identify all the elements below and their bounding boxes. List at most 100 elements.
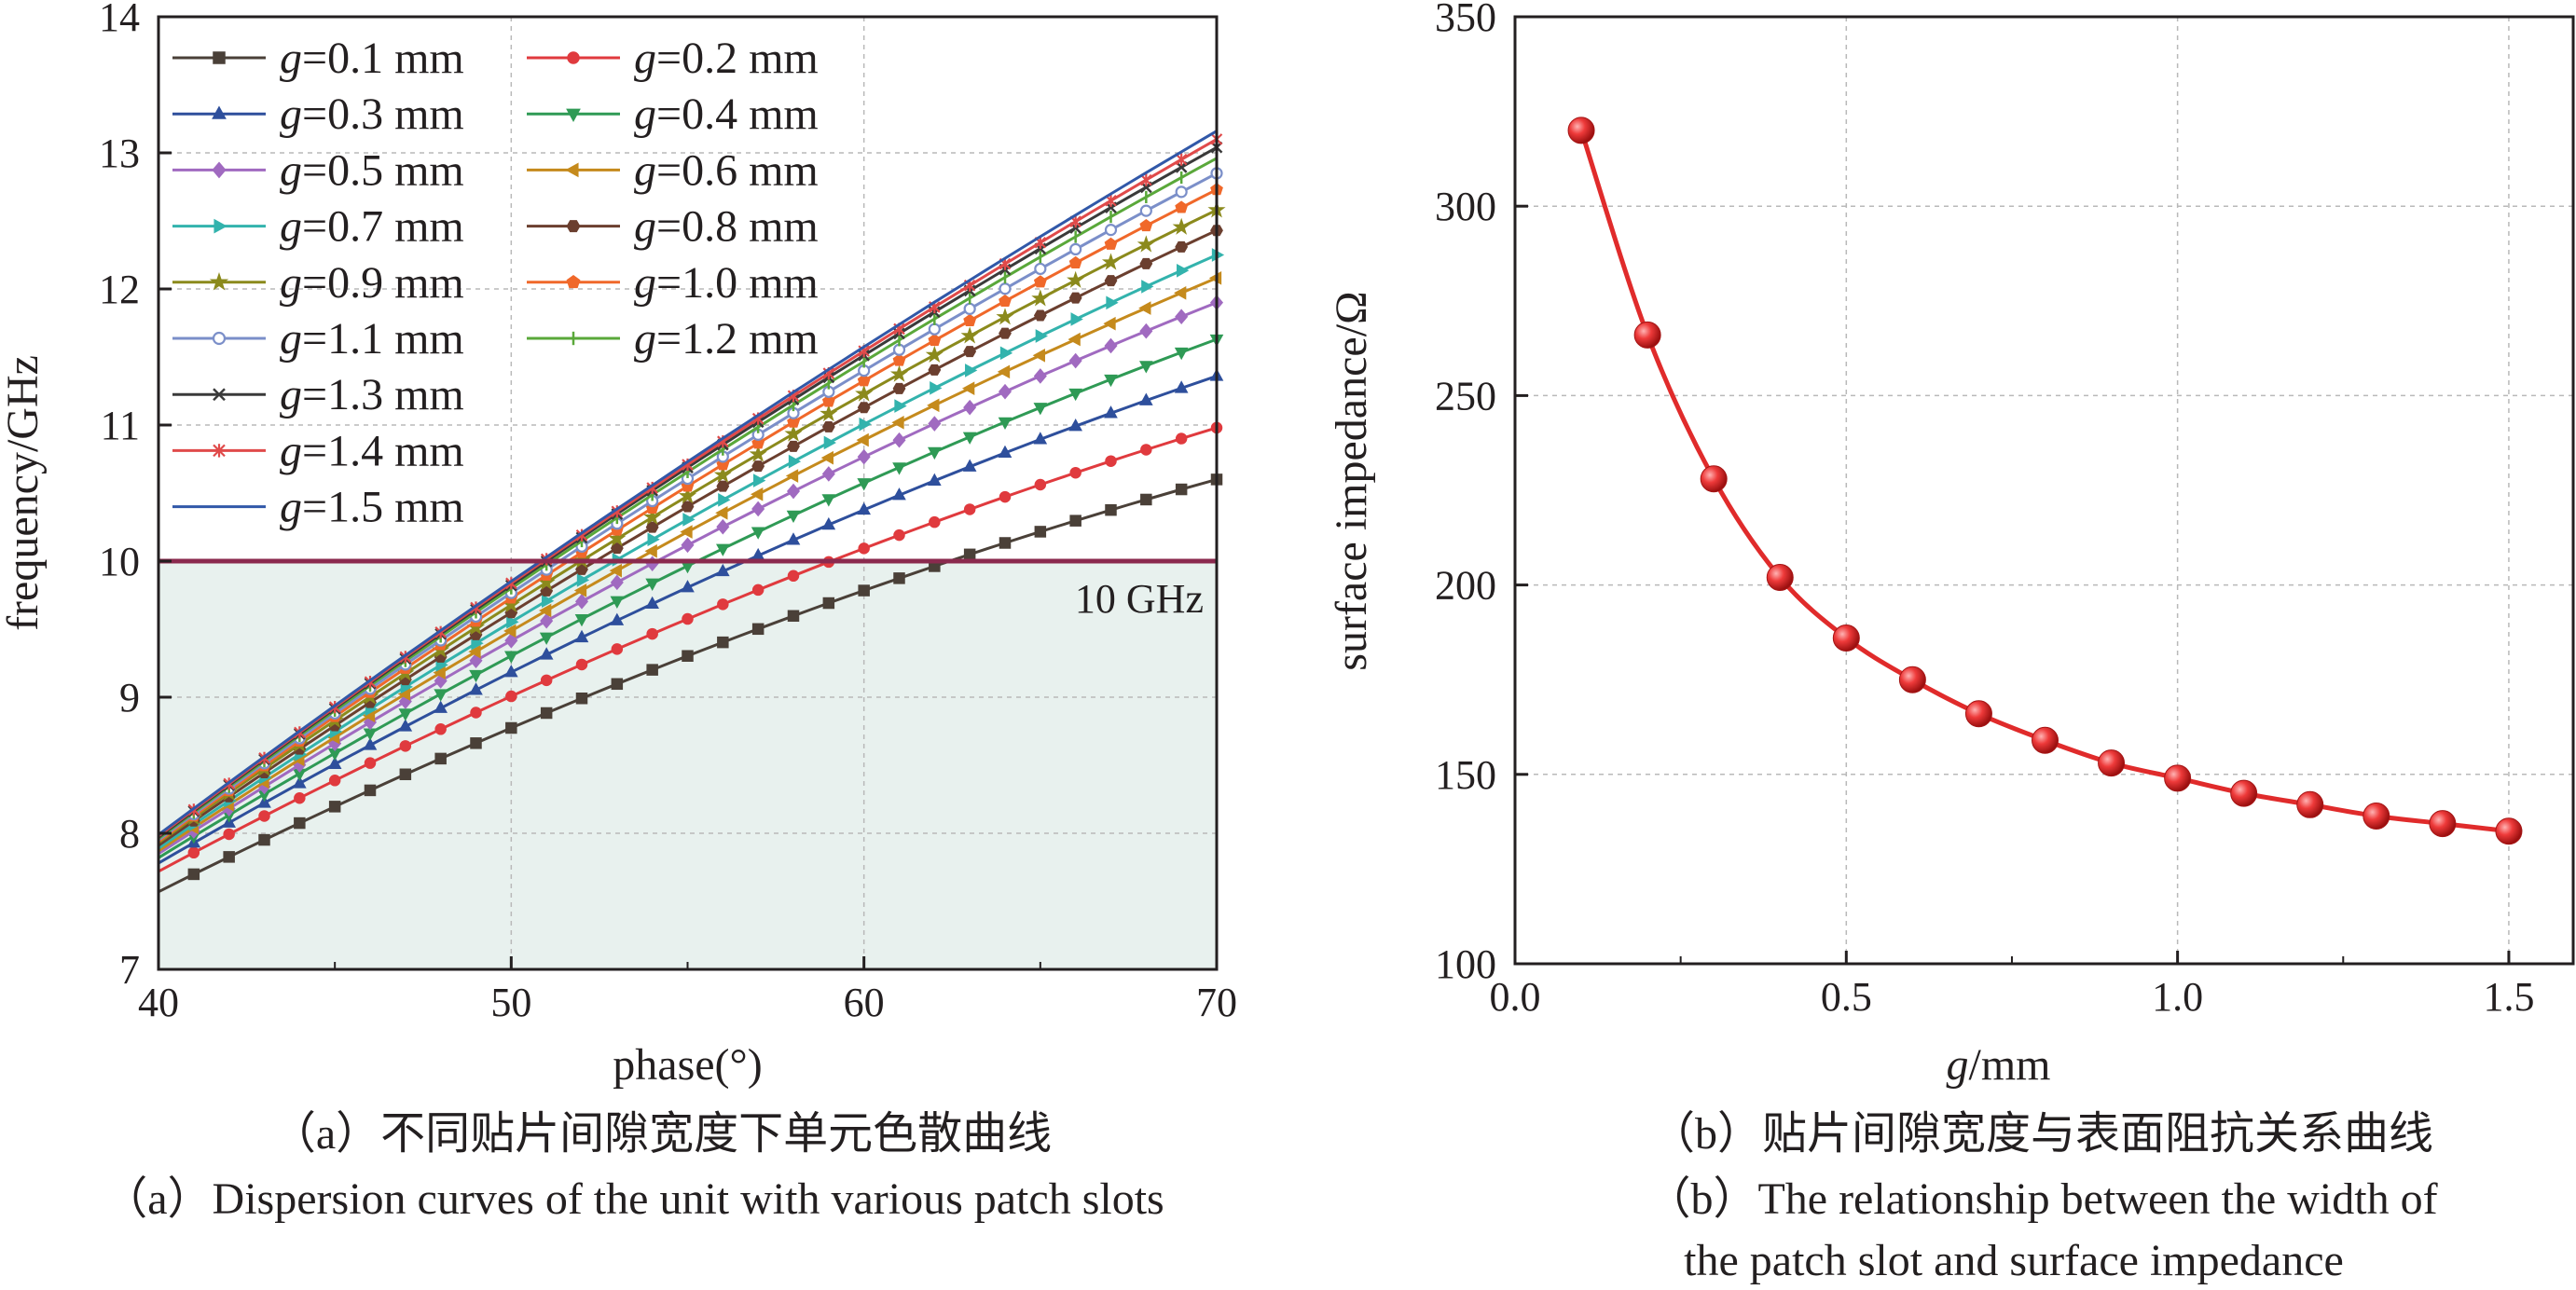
data-point (927, 398, 940, 413)
data-point (1172, 217, 1191, 235)
legend-item: g=1.4 mm (172, 426, 464, 475)
legend-item: g=1.2 mm (527, 314, 819, 364)
legend-item: g=1.0 mm (527, 258, 819, 308)
data-point (891, 415, 904, 430)
legend-item: g=0.1 mm (172, 34, 464, 83)
data-point (1070, 312, 1083, 326)
data-point (470, 737, 482, 749)
data-point (1104, 374, 1118, 388)
data-point (258, 810, 270, 822)
data-point (328, 775, 341, 787)
data-point (928, 446, 942, 460)
data-point (784, 424, 803, 442)
data-point (998, 383, 1012, 400)
data-point (609, 563, 622, 578)
x-tick-label: 50 (490, 980, 531, 1025)
series-line (158, 421, 1223, 873)
legend-item: g=0.8 mm (527, 202, 819, 252)
data-point (751, 583, 765, 597)
data-point (540, 612, 554, 629)
data-point (293, 775, 307, 789)
data-point (716, 518, 730, 535)
data-point (963, 346, 977, 358)
data-point (468, 644, 481, 659)
data-point (504, 632, 518, 649)
data-point (682, 612, 694, 625)
data-point (1069, 242, 1082, 255)
data-point (294, 791, 306, 804)
data-point (715, 505, 728, 520)
data-point (892, 462, 906, 475)
data-point (434, 689, 448, 702)
data-point (786, 532, 801, 545)
data-point (999, 537, 1012, 549)
data-point (893, 572, 905, 584)
data-point (963, 313, 977, 326)
data-point (434, 723, 447, 735)
data-point (681, 580, 695, 593)
data-point (713, 465, 732, 483)
legend-item: g=0.6 mm (527, 145, 819, 195)
data-point (1140, 173, 1152, 186)
data-point (716, 480, 730, 492)
data-point (1175, 240, 1189, 253)
legend-swatch-marker (209, 272, 229, 291)
data-point (503, 624, 517, 638)
x-tick-label: 40 (138, 980, 179, 1025)
y-tick-label: 100 (1435, 941, 1496, 987)
caption-cn: （a）不同贴片间隙宽度下单元色散曲线 (271, 1109, 1052, 1159)
data-point (820, 450, 833, 465)
legend-swatch-marker (212, 331, 227, 346)
x-tick-label: 70 (1196, 980, 1237, 1025)
legend-label: g=0.1 mm (280, 34, 464, 83)
data-point (611, 643, 624, 655)
data-point (1033, 432, 1048, 445)
data-point (1139, 204, 1152, 217)
y-axis-label: surface impedance/Ω (1327, 291, 1376, 670)
data-point (647, 532, 660, 547)
data-point (327, 756, 342, 769)
data-point (928, 416, 942, 432)
data-point (1567, 117, 1595, 144)
y-tick-label: 7 (119, 947, 140, 993)
data-point (1700, 465, 1728, 493)
legend-label: g=1.2 mm (634, 314, 819, 364)
data-point (999, 294, 1012, 308)
data-point (223, 828, 235, 841)
data-point (469, 669, 483, 683)
data-point (363, 737, 378, 750)
legend-item: g=0.5 mm (172, 145, 464, 195)
data-point (506, 614, 519, 629)
data-point (930, 381, 943, 395)
data-point (1068, 352, 1082, 369)
axis-ticks: 0.0 0.5 1.0 1.5 100 150 200 250 300 350 (1435, 0, 2534, 1020)
y-tick-label: 250 (1435, 373, 1496, 419)
data-point (1139, 322, 1153, 339)
data-point (469, 652, 483, 669)
data-point (894, 399, 907, 413)
data-point (1175, 200, 1189, 213)
data-point (434, 700, 448, 713)
data-point (1068, 419, 1082, 432)
data-point (646, 664, 658, 676)
y-tick-label: 13 (99, 130, 140, 176)
data-point (859, 417, 872, 432)
series-line (1567, 117, 2523, 845)
data-point (646, 627, 658, 640)
data-point (962, 432, 977, 445)
data-point (469, 682, 483, 695)
data-point (1069, 515, 1081, 527)
data-point (821, 466, 835, 482)
data-point (187, 846, 200, 859)
data-point (542, 594, 555, 609)
data-point (678, 487, 697, 504)
data-point (1175, 309, 1189, 325)
data-point (999, 346, 1013, 361)
data-point (1106, 295, 1119, 310)
x-axis-label: phase(°) (613, 1040, 762, 1090)
data-point (2429, 810, 2457, 838)
y-tick-label: 14 (99, 0, 140, 40)
data-point (399, 768, 412, 781)
data-point (856, 432, 869, 447)
